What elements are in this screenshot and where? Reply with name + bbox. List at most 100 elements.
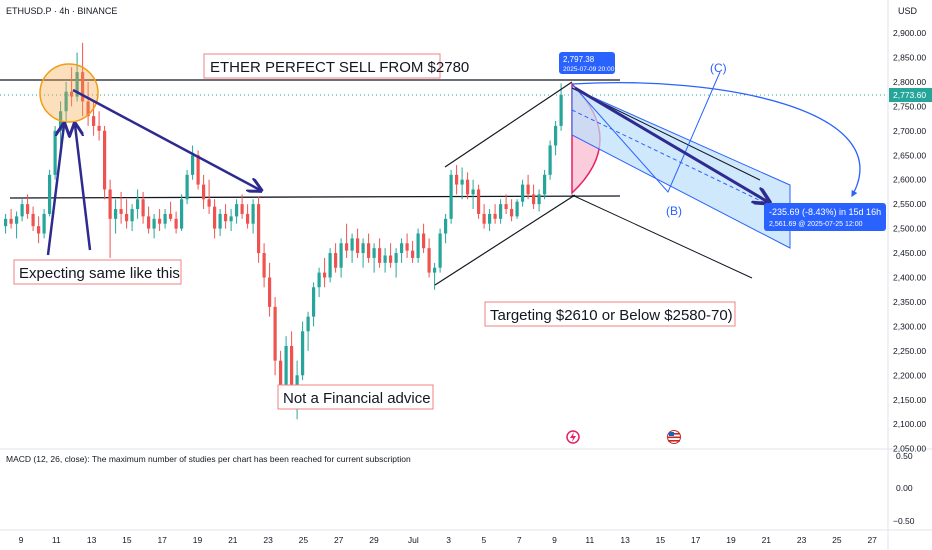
candle [268, 262, 272, 317]
candle [554, 121, 558, 156]
candle [147, 206, 151, 234]
candle-body [103, 130, 107, 190]
price-tick-label: 2,200.00 [893, 370, 926, 380]
candle [548, 140, 552, 180]
candle [70, 67, 74, 107]
price-tick-label: 2,450.00 [893, 248, 926, 258]
time-tick-label: 15 [122, 535, 132, 545]
candle [537, 189, 541, 212]
channel-lower-line[interactable] [434, 194, 576, 286]
time-tick-label: 23 [797, 535, 807, 545]
time-tick-label: 25 [832, 535, 842, 545]
candle-body [372, 248, 376, 258]
candle-body [488, 213, 492, 224]
candle-body [361, 243, 365, 254]
candle-body [26, 204, 30, 214]
current-price-tag [889, 88, 932, 102]
time-tick-label: 19 [726, 535, 736, 545]
candle-body [400, 243, 404, 254]
candle-body [422, 233, 426, 249]
candle [543, 169, 547, 200]
currency-label[interactable]: USD [898, 6, 918, 16]
candle [455, 165, 459, 195]
candle-body [108, 189, 112, 219]
candle [290, 331, 294, 395]
candle-body [169, 213, 173, 219]
candle [20, 199, 24, 222]
candle-body [444, 218, 448, 234]
expect-box[interactable] [13, 259, 182, 285]
candle [510, 199, 514, 222]
candle [273, 297, 277, 376]
price-axis[interactable]: 2,900.00 2,850.00 2,800.00 2,750.00 2,700.00… [893, 28, 926, 454]
channel-upper-line[interactable] [444, 81, 573, 168]
candle-body [317, 272, 321, 288]
descending-channel[interactable] [571, 87, 791, 249]
wave-line[interactable] [571, 71, 721, 193]
candle-body [114, 209, 118, 219]
candle-body [411, 250, 415, 258]
candle [361, 238, 365, 268]
candle-body [356, 238, 360, 254]
candle-body [141, 199, 145, 217]
candle-body [559, 94, 563, 126]
candle [411, 240, 415, 263]
candle-body [532, 194, 536, 205]
candle [213, 199, 217, 239]
candle-body [196, 155, 200, 185]
target-box[interactable] [484, 301, 736, 327]
price-tick-label: 2,500.00 [893, 224, 926, 234]
candle-body [130, 209, 134, 222]
candle-body [273, 306, 277, 361]
candle-body [521, 184, 525, 202]
us-flag-icon[interactable] [667, 430, 681, 444]
title-box[interactable] [203, 53, 441, 79]
arrow-up-left[interactable] [46, 125, 64, 256]
time-axis[interactable]: 9 11 13 15 17 19 21 23 25 27 29 Jul 3 5 7 9 11 13 15 17 19 21… [19, 535, 878, 545]
candle [31, 206, 35, 232]
candle-body [504, 204, 508, 210]
candle-body [427, 248, 431, 273]
curved-projection-arrow[interactable] [571, 81, 861, 198]
candle [108, 179, 112, 258]
candle [81, 42, 85, 117]
title-box-text: ETHER PERFECT SELL FROM $2780 [210, 59, 469, 76]
candle [152, 213, 156, 239]
measure-main: -235.69 (-8.43%) in 15d 16h [769, 207, 881, 217]
candle [174, 211, 178, 234]
macd-tick-mid: 0.00 [896, 483, 913, 493]
candle-body [75, 72, 79, 97]
candle-body [554, 125, 558, 146]
time-tick-label: 21 [762, 535, 772, 545]
candle [471, 179, 475, 210]
candle [163, 209, 167, 229]
candle-body [251, 204, 255, 224]
candle [334, 243, 338, 273]
candle-body [15, 216, 19, 224]
target-arrow[interactable] [574, 86, 768, 202]
candle [158, 209, 162, 232]
arrow-down-trend[interactable] [72, 88, 260, 190]
price-tick-label: 2,050.00 [893, 444, 926, 454]
candle [515, 199, 519, 219]
candle [235, 199, 239, 224]
symbol-header[interactable]: ETHUSD.P · 4h · BINANCE [6, 6, 117, 16]
candle-body [92, 116, 96, 126]
highlight-circle[interactable] [39, 63, 99, 123]
candle-body [279, 360, 283, 395]
measure-tag [764, 203, 886, 231]
time-tick-label: Jul [408, 535, 419, 545]
arrow-up-right[interactable] [75, 125, 92, 251]
wave-c-label: (C) [710, 61, 727, 75]
lightning-icon[interactable] [566, 430, 580, 444]
outer-line-lower[interactable] [571, 194, 753, 279]
candle [251, 199, 255, 234]
candle-body [268, 277, 272, 307]
candle-body [548, 145, 552, 175]
candle [136, 189, 140, 219]
candle [202, 174, 206, 210]
advice-box[interactable] [277, 384, 434, 410]
candle-body [378, 248, 382, 263]
candle [532, 184, 536, 210]
